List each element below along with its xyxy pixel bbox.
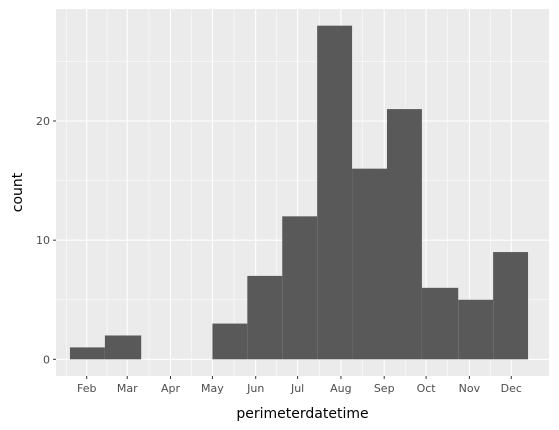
histogram-bar <box>458 299 494 360</box>
histogram-bar <box>421 287 459 360</box>
histogram-bar <box>104 335 142 360</box>
x-tick-label: Jul <box>290 382 304 395</box>
histogram-bar <box>69 347 105 360</box>
x-tick-label: Aug <box>330 382 351 395</box>
y-tick-label: 20 <box>36 115 50 128</box>
histogram-bar <box>212 323 248 360</box>
x-tick-label: Mar <box>117 382 138 395</box>
histogram-bar <box>352 168 387 360</box>
x-tick-label: May <box>201 382 224 395</box>
histogram-bar <box>317 25 353 360</box>
histogram-bars <box>69 25 529 360</box>
x-axis-title: perimeterdatetime <box>236 406 368 422</box>
y-axis: 0 10 20 <box>36 115 56 366</box>
x-tick-label: Sep <box>374 382 395 395</box>
y-axis-title: count <box>10 172 26 212</box>
x-tick-label: Nov <box>459 382 481 395</box>
histogram-bar <box>493 252 529 360</box>
x-tick-label: Apr <box>161 382 181 395</box>
y-tick-label: 10 <box>36 234 50 247</box>
y-tick-label: 0 <box>43 353 50 366</box>
x-tick-label: Feb <box>77 382 96 395</box>
histogram-bar <box>386 109 422 360</box>
x-tick-label: Oct <box>417 382 437 395</box>
histogram-bar <box>247 275 283 360</box>
x-axis: Feb Mar Apr May Jun Jul Aug Sep Oct Nov Dec <box>77 376 522 395</box>
x-tick-label: Jun <box>246 382 264 395</box>
histogram-bar <box>282 216 318 360</box>
x-tick-label: Dec <box>501 382 522 395</box>
